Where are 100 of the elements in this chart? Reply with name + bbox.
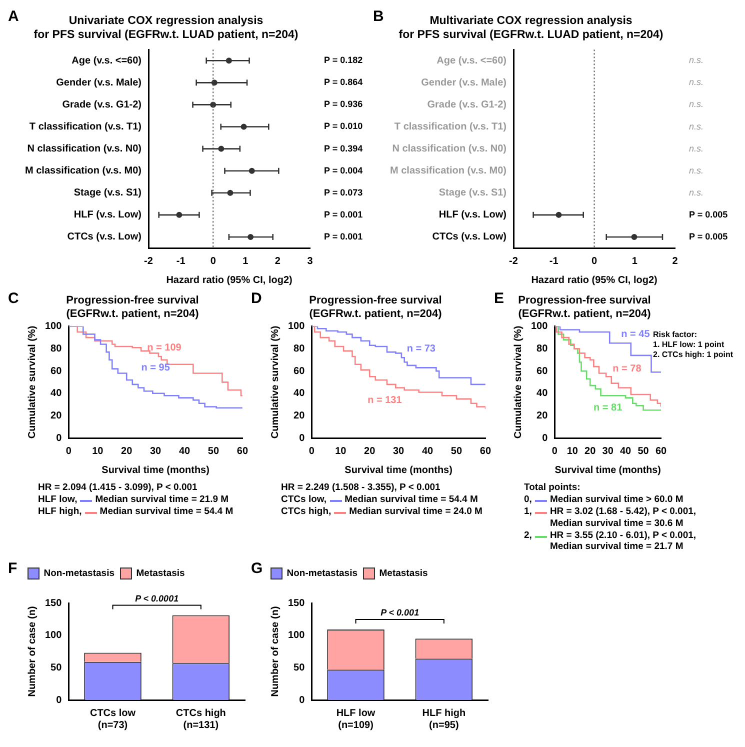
chart-title: Multivariate COX regression analysis for PFS survival (EGFRw.t. LUAD patient, n=204) (398, 15, 664, 41)
x-tick-label: 2 (274, 256, 281, 267)
y-tick-label: 60 (294, 366, 306, 377)
annotation: n = 45 (621, 328, 650, 340)
text: B (373, 8, 384, 25)
annotation: Risk factor: 1. HLF low: 1 point 2. CTCs high: 1 point (653, 330, 734, 360)
y-tick-label: 20 (50, 410, 62, 422)
x-tick-label: -2 (144, 256, 154, 267)
text: C (8, 290, 19, 307)
x-tick-label: 0 (308, 446, 315, 457)
chart-title: Progression-free survival (EGFRw.t. patient, n=204) (518, 294, 652, 320)
x-tick-label: -2 (509, 256, 518, 267)
y-tick-label: 100 (530, 321, 548, 332)
text: HR = 2.094 (1.415 - 3.099), P < 0.001 (38, 482, 198, 494)
text: P = 0.394 (324, 143, 363, 154)
annotation: n = 109 (147, 342, 182, 354)
y-axis-title: Number of case (n) (270, 606, 281, 697)
x-tick-label: HLF high (n=95) (422, 708, 466, 731)
legend-title: Total points: (524, 482, 582, 494)
text: Median survival time > 60.0 M (550, 494, 684, 506)
legend-label: Metastasis (379, 568, 428, 580)
text: P = 0.936 (324, 99, 363, 110)
text: P = 0.005 (689, 209, 728, 220)
text: P = 0.005 (689, 231, 728, 242)
x-tick-label: 30 (602, 446, 614, 457)
y-tick-label: Grade (v.s. G1-2) (62, 99, 142, 110)
x-tick-label: 10 (335, 446, 347, 457)
text: Median survival time = 24.0 M (349, 506, 482, 518)
chart-title: Univariate COX regression analysis for PFS survival (EGFRw.t. LUAD patient, n=204) (34, 15, 298, 41)
y-tick-label: N classification (v.s. N0) (392, 144, 507, 155)
x-tick-label: 30 (393, 446, 405, 457)
text: P = 0.010 (324, 121, 363, 132)
text: P = 0.004 (324, 165, 363, 176)
text: n.s. (689, 143, 704, 154)
x-tick-label: 40 (620, 446, 632, 457)
text: P = 0.182 (324, 55, 363, 66)
y-tick-label: 80 (294, 343, 306, 354)
x-tick-label: 50 (208, 446, 220, 457)
x-tick-label: 40 (178, 446, 191, 457)
y-tick-label: 40 (50, 388, 62, 400)
x-tick-label: 1 (242, 256, 249, 267)
x-axis-title: Survival time (months) (344, 464, 452, 476)
annotation: n = 73 (406, 343, 436, 354)
y-tick-label: 60 (50, 366, 62, 377)
x-tick-label: 50 (450, 446, 462, 457)
y-axis-title: Cumulative survival (%) (270, 326, 281, 439)
text: n.s. (689, 165, 704, 176)
text: E (494, 290, 504, 307)
y-tick-label: Stage (v.s. S1) (74, 188, 142, 199)
y-tick-label: Age (v.s. <=60) (436, 55, 507, 66)
y-tick-label: HLF (v.s. Low) (74, 210, 142, 221)
y-tick-label: 50 (50, 662, 62, 674)
text: Median survival time = 21.9 M (95, 494, 229, 506)
x-tick-label: 0 (552, 446, 558, 457)
legend-label: 1, (524, 506, 532, 518)
legend-label: HLF high, (38, 506, 82, 518)
y-tick-label: 100 (44, 630, 62, 642)
legend-label: 2, (524, 530, 532, 542)
y-tick-label: 80 (536, 343, 548, 354)
x-tick-label: 10 (566, 446, 578, 457)
x-tick-label: 20 (121, 446, 133, 457)
text: A (8, 8, 19, 25)
y-tick-label: CTCs (v.s. Low) (432, 232, 507, 243)
y-tick-label: 0 (542, 432, 548, 444)
text: n.s. (689, 99, 704, 110)
text: n.s. (689, 55, 704, 66)
x-tick-label: CTCs low (n=73) (90, 708, 136, 731)
y-tick-label: Gender (v.s. Male) (56, 77, 142, 88)
text: n.s. (689, 77, 704, 88)
y-tick-label: Stage (v.s. S1) (438, 188, 507, 199)
legend-label: Non-metastasis (286, 568, 358, 580)
x-tick-label: 20 (584, 446, 596, 457)
x-tick-label: 60 (236, 446, 248, 457)
x-tick-label: 60 (480, 446, 492, 457)
annotation: n = 95 (141, 362, 170, 374)
y-tick-label: HLF (v.s. Low) (438, 210, 507, 221)
x-axis-title: Hazard ratio (95% CI, log2) (166, 274, 292, 286)
legend-label: Non-metastasis (44, 568, 114, 580)
x-axis-title: Survival time (months) (102, 464, 210, 476)
annotation: n = 81 (594, 402, 623, 414)
text: D (251, 290, 262, 307)
y-tick-label: Age (v.s. <=60) (72, 55, 142, 66)
y-axis-title: Cumulative survival (%) (512, 326, 524, 439)
x-tick-label: 10 (92, 446, 104, 457)
y-tick-label: Gender (v.s. Male) (421, 77, 507, 88)
y-tick-label: CTCs (v.s. Low) (67, 232, 142, 243)
text: F (8, 560, 18, 577)
legend-label: HLF low, (38, 494, 78, 506)
y-tick-label: Grade (v.s. G1-2) (427, 99, 507, 110)
y-tick-label: M classification (v.s. M0) (25, 166, 142, 177)
text: HR = 3.02 (1.68 - 5.42), P < 0.001, Median survival time = 30.6 M (550, 506, 696, 530)
annotation: P < 0.001 (380, 608, 420, 618)
x-tick-label: 3 (307, 256, 314, 267)
x-tick-label: 2 (672, 256, 678, 267)
y-tick-label: 150 (44, 598, 62, 609)
y-tick-label: 100 (44, 321, 62, 332)
x-tick-label: 50 (638, 446, 650, 457)
text: HR = 3.55 (2.10 - 6.01), P < 0.001, Median survival time = 21.7 M (550, 530, 696, 554)
x-tick-label: 60 (655, 446, 667, 457)
x-axis-title: Hazard ratio (95% CI, log2) (531, 274, 658, 286)
